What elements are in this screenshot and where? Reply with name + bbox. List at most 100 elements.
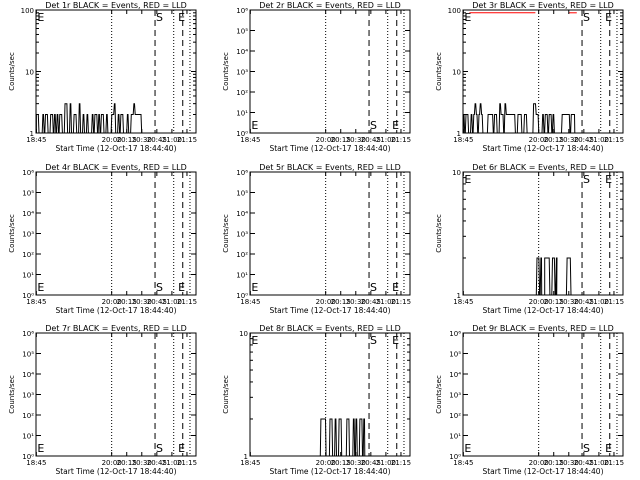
xtick-label: 18:45 (26, 136, 46, 144)
ytick-label: 10 (239, 330, 248, 338)
ytick-label: 10³ (22, 392, 34, 400)
xtick-label: 20:30 (559, 459, 579, 467)
ytick-label: 10⁰ (22, 453, 34, 461)
events-trace (544, 257, 558, 295)
ytick-label: 10⁰ (236, 292, 248, 300)
ytick-label: 10⁴ (236, 210, 248, 218)
events-trace (463, 103, 576, 133)
xtick-label: 21:15 (604, 136, 624, 144)
x-axis-label: Start Time (12-Oct-17 18:44:40) (55, 467, 176, 476)
panel-title: Det 8r BLACK = Events, RED = LLD (259, 324, 401, 333)
xtick-label: 18:45 (240, 136, 260, 144)
ytick-label: 10² (22, 251, 34, 259)
x-axis-label: Start Time (12-Oct-17 18:44:40) (269, 467, 390, 476)
marker-e-2: E (392, 334, 399, 347)
marker-e-2: E (178, 11, 185, 24)
xtick-label: 20:15 (117, 136, 137, 144)
xtick-label: 20:00 (316, 136, 336, 144)
xtick-label: 20:00 (316, 298, 336, 306)
xtick-label: 21:15 (604, 298, 624, 306)
ytick-label: 10³ (236, 231, 248, 239)
xtick-label: 20:45 (361, 136, 381, 144)
xtick-label: 18:45 (453, 298, 473, 306)
ytick-label: 10 (452, 169, 461, 177)
marker-e-0: E (464, 173, 471, 186)
events-trace (36, 103, 148, 133)
xtick-label: 20:30 (132, 459, 152, 467)
xtick-label: 21:00 (376, 459, 396, 467)
xtick-label: 20:15 (117, 459, 137, 467)
ytick-label: 10¹ (236, 110, 248, 118)
marker-s-1: S (156, 281, 163, 294)
x-axis-label: Start Time (12-Oct-17 18:44:40) (55, 306, 176, 315)
ytick-label: 10 (25, 69, 34, 77)
xtick-label: 18:45 (453, 459, 473, 467)
y-axis-label: Counts/sec (435, 52, 443, 91)
marker-e-0: E (464, 11, 471, 24)
ytick-label: 10⁴ (22, 371, 34, 379)
ytick-label: 1 (244, 453, 248, 461)
ytick-label: 10¹ (22, 433, 34, 441)
panel-title: Det 9r BLACK = Events, RED = LLD (472, 324, 614, 333)
xtick-label: 20:30 (559, 136, 579, 144)
y-axis-label: Counts/sec (435, 214, 443, 253)
xtick-label: 20:30 (346, 459, 366, 467)
xtick-label: 18:45 (26, 298, 46, 306)
ytick-label: 10⁶ (22, 169, 34, 177)
xtick-label: 20:00 (102, 459, 122, 467)
xtick-label: 20:45 (574, 298, 594, 306)
xtick-label: 20:15 (544, 298, 564, 306)
events-trace (535, 257, 543, 295)
ytick-label: 10⁵ (22, 190, 34, 198)
ytick-label: 10⁴ (449, 371, 461, 379)
xtick-label: 21:00 (162, 459, 182, 467)
xtick-label: 20:00 (316, 459, 336, 467)
marker-e-0: E (37, 281, 44, 294)
ytick-label: 10² (449, 412, 461, 420)
xtick-label: 20:00 (102, 298, 122, 306)
xtick-label: 21:15 (177, 298, 197, 306)
y-axis-label: Counts/sec (435, 375, 443, 414)
marker-e-2: E (605, 11, 612, 24)
panel-title: Det 2r BLACK = Events, RED = LLD (259, 1, 401, 10)
ytick-label: 10⁰ (449, 453, 461, 461)
marker-s-1: S (370, 281, 377, 294)
axes-frame (35, 171, 197, 296)
ytick-label: 10¹ (236, 272, 248, 280)
ytick-label: 10⁵ (22, 351, 34, 359)
y-axis-label: Counts/sec (222, 375, 230, 414)
ytick-label: 10⁵ (236, 28, 248, 36)
ytick-label: 10³ (449, 392, 461, 400)
xtick-label: 20:30 (132, 136, 152, 144)
axes-frame (249, 332, 411, 457)
marker-e-2: E (605, 173, 612, 186)
xtick-label: 18:45 (240, 298, 260, 306)
ytick-label: 10² (236, 251, 248, 259)
xtick-label: 20:45 (147, 459, 167, 467)
events-trace (565, 257, 572, 295)
xtick-label: 21:15 (391, 136, 411, 144)
ytick-label: 10⁵ (449, 351, 461, 359)
xtick-label: 20:15 (544, 459, 564, 467)
panel-title: Det 1r BLACK = Events, RED = LLD (45, 1, 187, 10)
ytick-label: 10⁶ (236, 169, 248, 177)
ytick-label: 10⁰ (22, 292, 34, 300)
marker-s-1: S (583, 442, 590, 455)
ytick-label: 10⁶ (236, 7, 248, 15)
ytick-label: 10⁴ (22, 210, 34, 218)
marker-e-0: E (37, 11, 44, 24)
marker-s-1: S (583, 11, 590, 24)
xtick-label: 20:45 (574, 459, 594, 467)
ytick-label: 10¹ (22, 272, 34, 280)
x-axis-label: Start Time (12-Oct-17 18:44:40) (482, 144, 603, 153)
